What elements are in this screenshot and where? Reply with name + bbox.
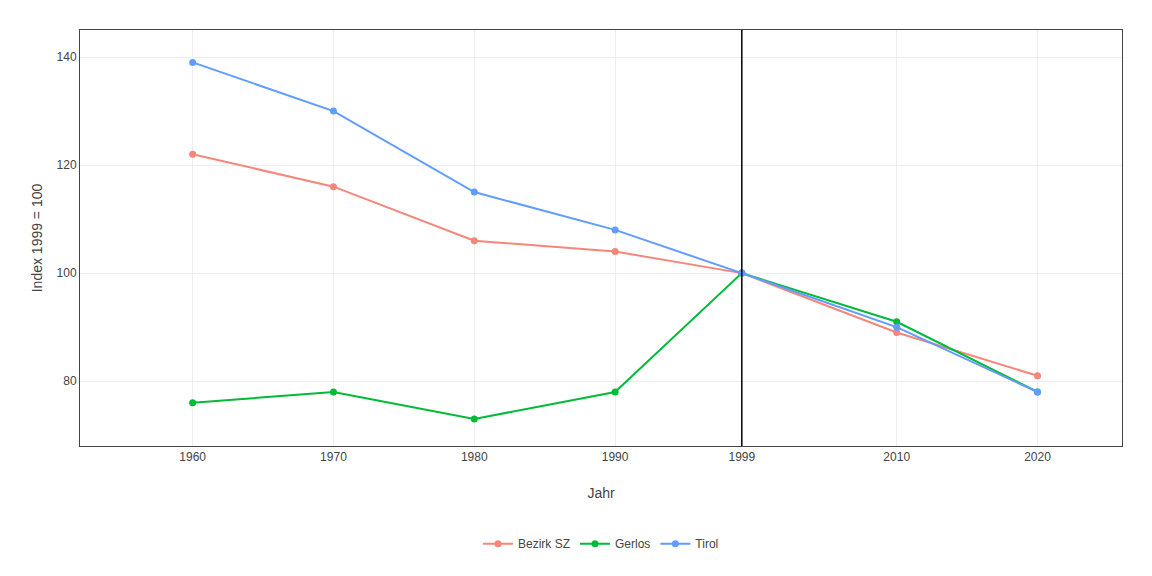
svg-text:Index 1999 = 100: Index 1999 = 100 [29,183,45,292]
svg-text:2010: 2010 [883,450,910,464]
svg-text:120: 120 [57,158,77,172]
svg-text:1990: 1990 [602,450,629,464]
svg-text:Tirol: Tirol [695,537,718,551]
svg-text:Jahr: Jahr [587,485,615,501]
svg-text:Bezirk SZ: Bezirk SZ [518,537,570,551]
svg-text:100: 100 [57,266,77,280]
svg-text:1980: 1980 [461,450,488,464]
svg-text:80: 80 [63,374,77,388]
svg-text:140: 140 [57,50,77,64]
svg-text:2020: 2020 [1024,450,1051,464]
svg-text:1960: 1960 [179,450,206,464]
svg-text:1970: 1970 [320,450,347,464]
svg-text:Gerlos: Gerlos [615,537,650,551]
svg-text:1999: 1999 [728,450,755,464]
